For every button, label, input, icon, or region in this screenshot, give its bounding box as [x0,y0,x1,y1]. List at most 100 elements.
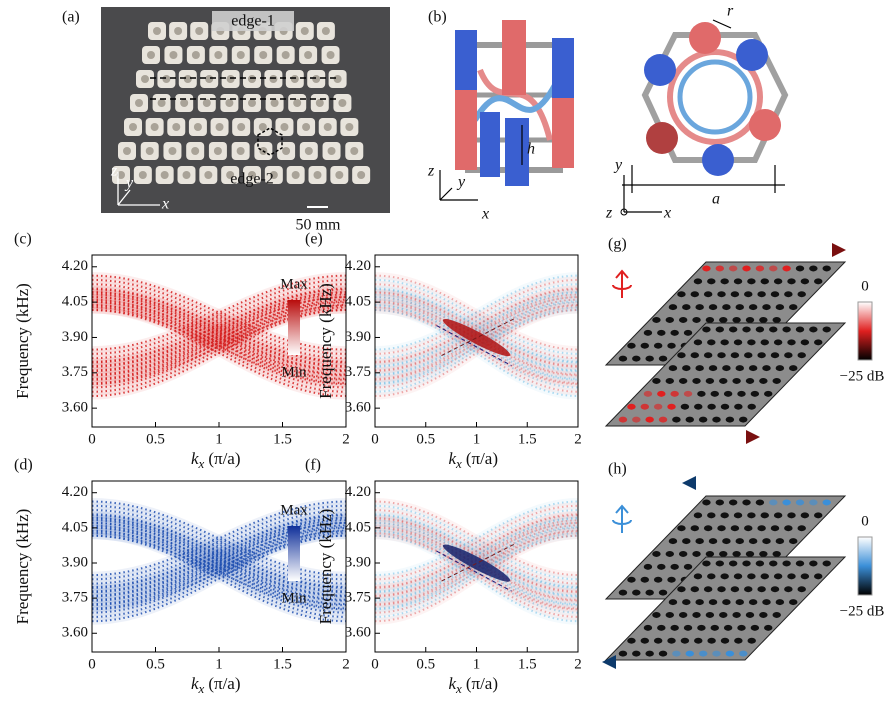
plate-dot [757,352,766,359]
plate-dot [784,586,793,593]
plate-dot [725,416,735,423]
plate-dot [782,499,791,506]
band-glow [91,302,347,384]
y-tick-label: 3.90 [345,329,371,345]
plate-dot [732,316,741,323]
plate-dot [814,278,823,285]
plate-dot [789,599,798,606]
plate-dot [682,304,691,311]
x-label-sub: x [198,456,205,471]
lattice-hole [335,171,344,179]
plate-dot [733,278,743,285]
y-tick-label: 3.90 [345,554,371,570]
plate-dot [722,599,731,606]
plate-dot [759,316,768,323]
lattice-hole [313,171,322,179]
plate-dot [652,316,661,323]
band-glow [92,519,347,600]
band-glow [91,297,347,379]
lattice-hole [213,147,222,155]
plate-dot [707,637,716,644]
lattice-hole [145,147,154,155]
band-glow [92,285,347,366]
edge-dash [441,542,517,582]
plate-dot [627,576,636,583]
band [91,524,346,606]
lattice-hole [172,123,181,131]
plate-dot [705,611,715,618]
lattice-hole [191,51,200,59]
plate-dot [698,650,708,657]
band-glow [92,506,347,588]
axes-icon [439,170,478,201]
edge-label: edge-1 [231,13,275,30]
y-tick-label: 4.20 [345,258,371,274]
lattice-hole [269,171,278,179]
plate-dot [784,291,793,298]
plate-dot [653,637,663,644]
plate-dot [789,304,798,311]
plate-dot [705,316,715,323]
plate-dot [800,339,810,346]
lattice-hole [300,27,309,35]
plate-dot [707,403,716,410]
plate-dot [697,624,706,631]
band [374,278,579,355]
band [374,287,579,364]
x-tick-label: 2 [342,656,350,672]
plate-dot [814,573,823,580]
plate-dot [667,637,676,644]
plate-dot [643,390,653,397]
plate-dot [667,576,676,583]
plate-dot [757,291,766,298]
band-glow [91,514,346,595]
lattice-hole [138,171,147,179]
panel-label: (e) [305,231,323,248]
plate-dot [665,611,674,618]
y-tick-label: 4.05 [345,519,371,535]
band-glow [91,293,347,375]
plate-dot [668,599,678,606]
plate-dot [747,278,756,285]
edge-dash [436,550,512,592]
lattice-hole [293,99,302,107]
plate-dot [733,339,743,346]
lattice-hole [180,99,189,107]
colorbar-max: 0 [861,278,869,294]
colorbar-min: −25 dB [840,368,885,384]
plate-dot [795,265,805,272]
panel-label: (c) [14,231,32,248]
band-glow [91,527,347,617]
plate-dot [707,278,716,285]
plate-dot [715,265,724,272]
band-glow [91,297,347,379]
plate-dot [645,589,654,596]
heatmap [91,498,347,625]
plate-dot [707,573,716,580]
band-glow [92,291,346,374]
colorbar [288,526,300,581]
plate-dot [773,512,783,519]
plate-dot [809,326,818,333]
plate-dot [698,416,708,423]
plate-dot [678,550,688,557]
dimension-label: a [712,191,720,208]
plate-dot [670,624,679,631]
y-tick-label: 4.20 [62,484,88,500]
plate-dot [720,339,729,346]
plate-dot [787,573,796,580]
band [91,301,346,385]
plate-dot [770,525,780,532]
y-tick-label: 3.90 [62,329,88,345]
edge-dash [436,325,512,367]
band [375,296,579,376]
lattice-hole [204,171,213,179]
x-label-unit: (π/a) [208,449,240,468]
y-tick-label: 3.60 [62,625,88,641]
plate-dot [703,586,713,593]
plate-dot [702,265,711,272]
plate-dot [748,304,758,311]
plate-dot [640,403,649,410]
plate-dot [657,624,666,631]
